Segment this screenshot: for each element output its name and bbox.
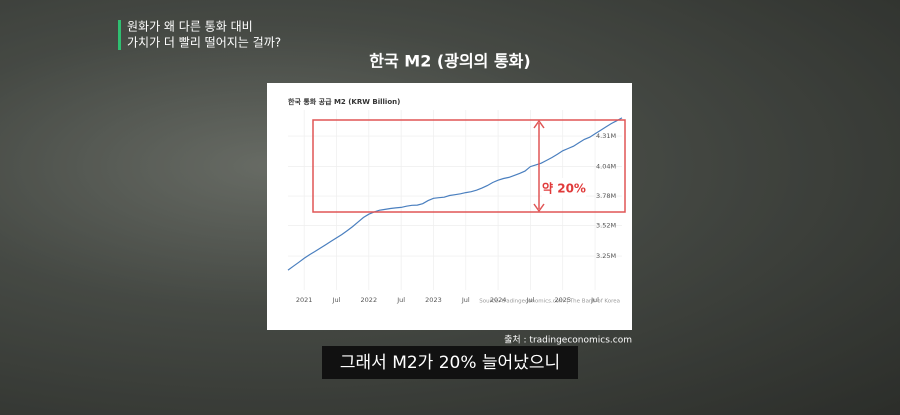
credit: 출처 : tradingeconomics.com (504, 334, 632, 346)
y-tick-label: 3.78M (596, 192, 616, 200)
x-tick-label: Jul (396, 296, 405, 304)
arrow-head (533, 119, 545, 213)
x-tick-label: 2025 (554, 296, 571, 304)
x-tick-label: Jul (332, 296, 341, 304)
slide-title: 한국 M2 (광의의 통화) (369, 52, 530, 71)
caption-bg (322, 346, 578, 379)
header-bar (118, 20, 121, 50)
y-tick-label: 4.04M (596, 163, 616, 171)
annotation: 약 20% (542, 181, 586, 196)
x-tick-label: 2022 (361, 296, 378, 304)
y-tick-label: 3.25M (596, 252, 616, 260)
header-line: 가치가 더 빨리 떨어지는 걸까? (127, 36, 281, 50)
caption: 그래서 M2가 20% 늘어났으니 (340, 353, 560, 373)
highlight-box (312, 119, 626, 213)
x-tick-label: Jul (461, 296, 470, 304)
chart-card (267, 83, 632, 330)
x-tick-label: Jul (590, 296, 599, 304)
header-line: 원화가 왜 다른 통화 대비 (127, 20, 253, 34)
x-tick-label: 2021 (296, 296, 313, 304)
y-tick-label: 4.31M (596, 132, 616, 140)
source: Source: tradingeconomics.com | The Bank … (479, 299, 620, 305)
x-tick-label: Jul (525, 296, 534, 304)
line (287, 117, 623, 271)
annotation-bg (542, 178, 586, 198)
y-tick-label: 3.52M (596, 221, 616, 229)
x-tick-label: 2024 (490, 296, 507, 304)
chart-title: 한국 통화 공급 M2 (KRW Billion) (288, 97, 400, 106)
x-tick-label: 2023 (425, 296, 442, 304)
